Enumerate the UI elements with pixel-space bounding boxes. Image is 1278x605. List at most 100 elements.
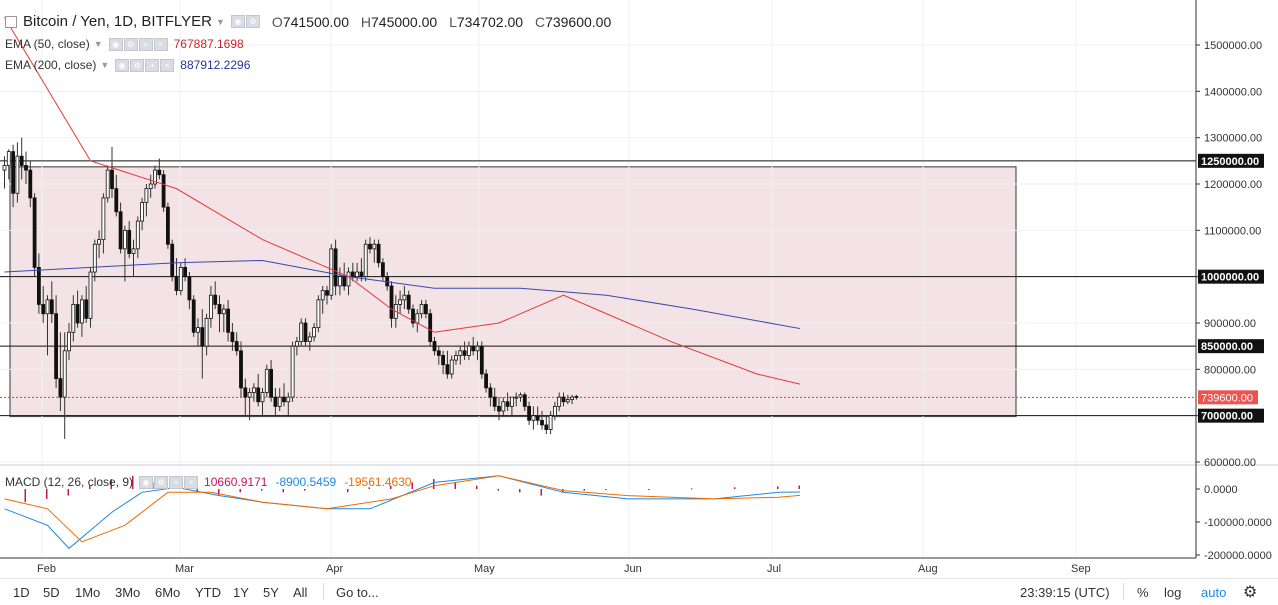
clock-time[interactable]: 23:39:15 (UTC) bbox=[1020, 585, 1110, 600]
candle-body bbox=[557, 396, 562, 407]
eye-icon[interactable]: ◉ bbox=[108, 37, 123, 51]
gear-icon[interactable]: ⚙ bbox=[123, 37, 138, 51]
macd-histogram-bar bbox=[454, 482, 456, 489]
range-box bbox=[9, 166, 1017, 418]
candle-body bbox=[213, 294, 218, 305]
macd-histogram-bar bbox=[347, 489, 349, 493]
timeframe-5y[interactable]: 5Y bbox=[263, 585, 279, 600]
log-toggle[interactable]: log bbox=[1164, 585, 1182, 600]
timeframe-1y[interactable]: 1Y bbox=[233, 585, 249, 600]
timeframe-ytd[interactable]: YTD bbox=[195, 585, 221, 600]
macd-histogram-bar bbox=[132, 475, 134, 489]
candle-body bbox=[153, 169, 157, 185]
time-tick-label: Feb bbox=[37, 563, 56, 575]
candle-body bbox=[415, 313, 420, 324]
line-price-label: 1250000.00 bbox=[1201, 156, 1259, 168]
candle-body bbox=[492, 396, 497, 407]
candle-body bbox=[178, 266, 183, 291]
candle-body bbox=[561, 396, 566, 403]
last-price-label: 739600.00 bbox=[1201, 392, 1253, 404]
candle-body bbox=[277, 396, 282, 407]
ema50-buttons[interactable]: ◉ ⚙ + × bbox=[108, 37, 168, 51]
chevron-down-icon[interactable]: ▼ bbox=[93, 39, 103, 49]
candle-body bbox=[402, 294, 407, 301]
ema50-label[interactable]: EMA (50, close) bbox=[5, 37, 90, 51]
candle-body bbox=[140, 202, 145, 222]
candle-body bbox=[123, 229, 127, 250]
candle-body bbox=[488, 387, 493, 398]
macd-signal-line bbox=[4, 475, 801, 543]
gear-icon[interactable]: ⚙ bbox=[1243, 584, 1258, 601]
macd-histogram-bar bbox=[411, 482, 413, 489]
gear-icon[interactable]: ⚙ bbox=[130, 58, 145, 72]
macd-histogram-bar bbox=[282, 489, 284, 493]
ema200-buttons[interactable]: ◉ ⚙ + × bbox=[115, 58, 175, 72]
candle-body bbox=[110, 169, 114, 190]
chevron-down-icon[interactable]: ▼ bbox=[100, 60, 110, 70]
timeframe-5d[interactable]: 5D bbox=[43, 585, 60, 600]
macd-tick-label: -100000.0000 bbox=[1204, 517, 1272, 529]
macd-histogram-bar bbox=[798, 485, 800, 489]
goto-button[interactable]: Go to... bbox=[336, 585, 379, 600]
eye-icon[interactable]: ◉ bbox=[115, 58, 130, 72]
candle-body bbox=[2, 165, 7, 171]
candle-body bbox=[441, 355, 446, 366]
macd-tick-label: -200000.0000 bbox=[1204, 550, 1272, 562]
timeframe-1d[interactable]: 1D bbox=[13, 585, 30, 600]
candle-body bbox=[247, 392, 252, 398]
candle-body bbox=[522, 394, 527, 407]
candle-body bbox=[161, 174, 166, 208]
timeframe-all[interactable]: All bbox=[293, 585, 308, 600]
add-icon[interactable]: + bbox=[138, 37, 153, 51]
ema50-value: 767887.1698 bbox=[173, 37, 244, 51]
line-price-tag bbox=[1198, 269, 1264, 284]
ema200-line bbox=[4, 259, 801, 330]
candle-body bbox=[540, 419, 544, 426]
candle-body bbox=[75, 304, 80, 324]
candle-body bbox=[570, 396, 574, 400]
candle-body bbox=[45, 299, 50, 315]
eye-icon[interactable]: ◉ bbox=[230, 15, 245, 28]
macd-buttons[interactable]: ◉ ⚙ + × bbox=[139, 475, 199, 489]
add-icon[interactable]: + bbox=[145, 58, 160, 72]
low-value: 734702.00 bbox=[456, 13, 524, 30]
macd-label[interactable]: MACD (12, 26, close, 9) bbox=[5, 475, 134, 489]
line-price-label: 850000.00 bbox=[1201, 341, 1253, 353]
candle-body bbox=[303, 322, 308, 342]
timeframe-1mo[interactable]: 1Mo bbox=[75, 585, 101, 600]
candle-body bbox=[97, 239, 101, 245]
gear-icon[interactable]: ⚙ bbox=[245, 15, 260, 28]
price-chart[interactable]: 1500000.00 1400000.00 1300000.00 1200000.00… bbox=[0, 0, 1278, 578]
timeframe-3mo[interactable]: 3Mo bbox=[115, 585, 141, 600]
percent-toggle[interactable]: % bbox=[1137, 585, 1149, 600]
candle-body bbox=[32, 197, 37, 268]
candle-body bbox=[462, 350, 467, 356]
price-tick-label: 900000.00 bbox=[1204, 318, 1256, 330]
candle-body bbox=[230, 331, 235, 342]
gear-icon[interactable]: ⚙ bbox=[154, 475, 169, 489]
add-icon[interactable]: + bbox=[169, 475, 184, 489]
price-tick-label: 1100000.00 bbox=[1204, 225, 1261, 237]
macd-histogram-bar bbox=[497, 489, 499, 491]
candle-body bbox=[294, 341, 299, 347]
close-icon[interactable]: × bbox=[153, 37, 168, 51]
ema200-label[interactable]: EMA (200, close) bbox=[5, 58, 97, 72]
candle-body bbox=[325, 290, 329, 296]
auto-toggle[interactable]: auto bbox=[1201, 585, 1227, 600]
candle-body bbox=[67, 331, 71, 352]
chevron-down-icon[interactable]: ▼ bbox=[215, 16, 225, 27]
macd-histogram-bar bbox=[540, 489, 542, 496]
time-tick-label: Jul bbox=[767, 563, 781, 575]
macd-histogram-bar bbox=[368, 487, 370, 489]
candle-body bbox=[105, 169, 110, 199]
close-icon[interactable]: × bbox=[184, 475, 199, 489]
candle-body bbox=[484, 373, 489, 389]
toolbar-divider bbox=[323, 583, 324, 600]
eye-icon[interactable]: ◉ bbox=[139, 475, 154, 489]
timeframe-6mo[interactable]: 6Mo bbox=[155, 585, 181, 600]
macd-histogram-bar bbox=[218, 489, 220, 496]
legend-buttons[interactable]: ◉ ⚙ bbox=[230, 15, 260, 28]
symbol-title[interactable]: Bitcoin / Yen, 1D, BITFLYER bbox=[23, 13, 212, 30]
close-icon[interactable]: × bbox=[160, 58, 175, 72]
collapse-icon[interactable] bbox=[5, 15, 17, 28]
